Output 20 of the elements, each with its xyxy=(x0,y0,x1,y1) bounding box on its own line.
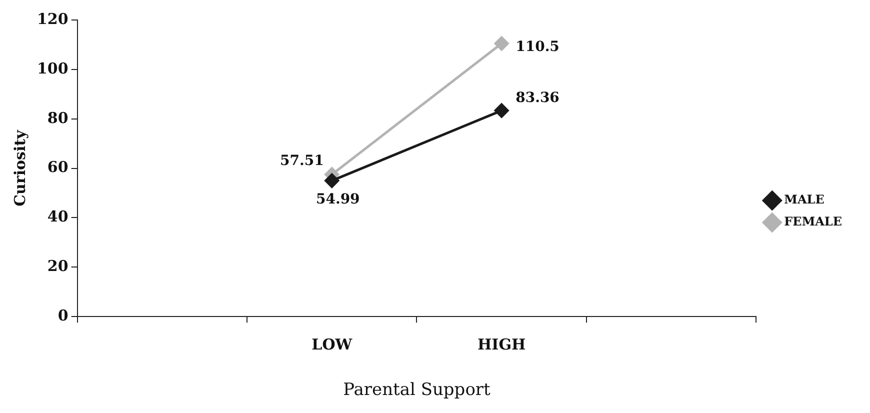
x-tick-label: HIGH xyxy=(478,335,526,354)
legend-label: FEMALE xyxy=(784,214,842,229)
y-tick-label: 120 xyxy=(37,10,68,28)
y-tick-label: 100 xyxy=(37,59,68,78)
data-label: 54.99 xyxy=(316,191,360,208)
legend-label: MALE xyxy=(784,192,824,207)
y-tick-label: 40 xyxy=(47,208,68,226)
y-tick-label: 20 xyxy=(47,257,68,276)
x-axis-title: Parental Support xyxy=(343,380,491,400)
point xyxy=(494,103,509,118)
x-tick-label: LOW xyxy=(312,335,354,354)
y-tick-label: 80 xyxy=(47,108,68,127)
data-label: 57.51 xyxy=(280,153,324,170)
y-axis-title: Curiosity xyxy=(10,128,29,206)
data-label: 83.36 xyxy=(516,90,560,106)
data-label: 110.5 xyxy=(516,39,560,56)
point xyxy=(324,173,340,188)
y-tick-label: 60 xyxy=(47,158,68,176)
point xyxy=(494,36,509,51)
y-tick-label: 0 xyxy=(58,306,68,324)
